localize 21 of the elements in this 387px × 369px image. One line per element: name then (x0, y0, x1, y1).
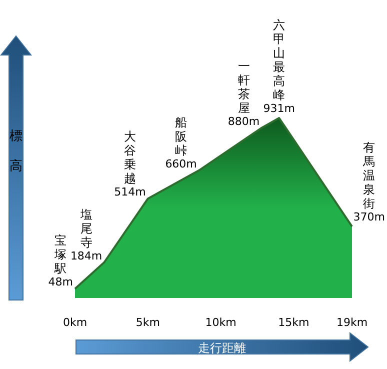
annotation: 船阪峠 (175, 115, 188, 158)
value-label: 880m (228, 114, 260, 128)
value-label: 931m (263, 102, 295, 115)
ylabel: 標高 (10, 129, 22, 174)
annotation: 一軒茶屋 (238, 58, 250, 115)
value-label: 48m (48, 276, 73, 289)
value-label: 514m (114, 186, 146, 199)
xtick: 10km (205, 316, 236, 329)
annotation: 六甲山最高峰 (273, 18, 286, 102)
annotation: 塩尾寺 (80, 207, 92, 250)
xtick: 0km (62, 316, 88, 329)
value-label: 660m (165, 157, 197, 170)
value-label: 370m (353, 210, 385, 224)
annotation: 有馬温泉街 (363, 140, 376, 210)
xtick: 19km (336, 316, 368, 329)
xtick: 15km (278, 316, 310, 329)
value-label: 184m (70, 249, 102, 262)
xlabel: 走行距離 (198, 341, 246, 355)
annotation: 大谷乗越 (124, 130, 136, 186)
annotation: 宝塚駅 (54, 234, 67, 276)
xtick: 5km (136, 316, 160, 329)
